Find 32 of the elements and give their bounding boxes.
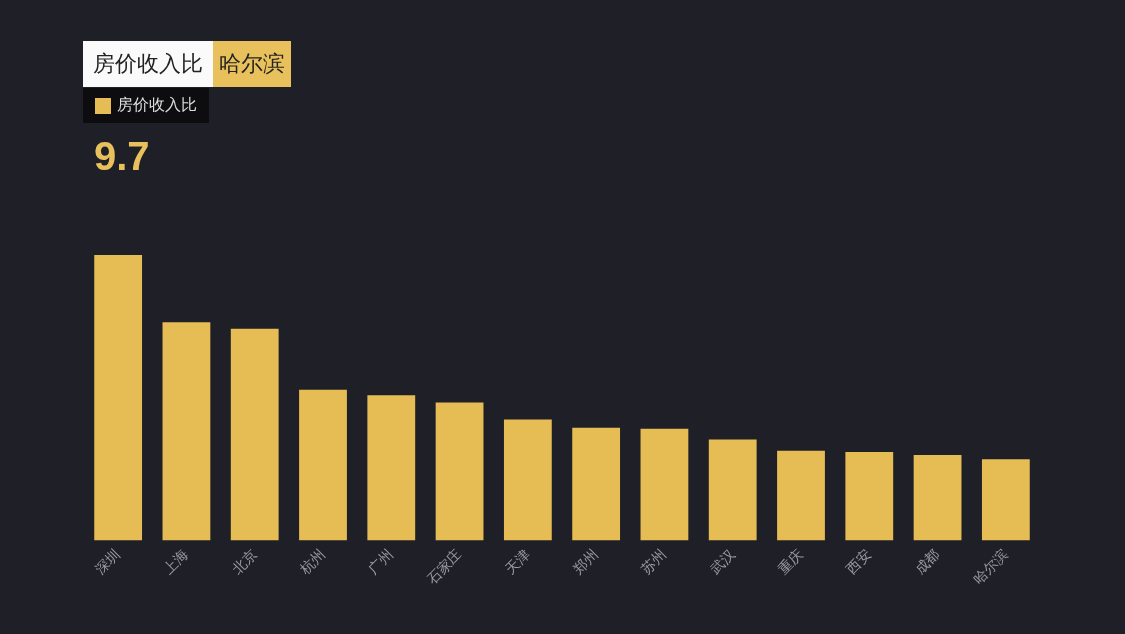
bar — [913, 455, 962, 541]
bar — [367, 395, 416, 541]
x-tick-label: 武汉 — [706, 545, 738, 578]
x-tick-label: 广州 — [365, 545, 397, 578]
bar — [162, 322, 211, 541]
x-tick-label: 郑州 — [569, 545, 601, 578]
bar — [230, 328, 279, 541]
x-tick-label: 西安 — [843, 545, 875, 578]
x-tick-label: 重庆 — [774, 545, 806, 578]
bar — [503, 419, 552, 541]
x-tick-label: 天津 — [501, 545, 533, 578]
bar — [640, 428, 689, 541]
bar — [777, 450, 825, 541]
bar — [708, 439, 757, 541]
x-tick-label: 北京 — [228, 545, 260, 578]
legend-label: 房价收入比 — [117, 95, 197, 116]
x-tick-label: 成都 — [911, 545, 943, 578]
x-tick-label: 苏州 — [638, 545, 670, 578]
x-tick-label: 杭州 — [296, 545, 328, 578]
bar — [845, 451, 894, 541]
x-tick-label: 哈尔滨 — [969, 545, 1011, 587]
bar — [981, 459, 1030, 541]
x-tick-label: 深圳 — [91, 545, 123, 578]
x-tick-label: 上海 — [160, 545, 192, 578]
bar — [435, 402, 484, 541]
chart-subtitle: 哈尔滨 — [213, 41, 291, 87]
chart-title: 房价收入比 — [83, 41, 213, 87]
bar — [299, 389, 347, 541]
text: 9.7 — [94, 134, 150, 179]
bar — [572, 427, 621, 541]
x-tick-label: 石家庄 — [423, 545, 465, 587]
bar — [94, 255, 143, 541]
